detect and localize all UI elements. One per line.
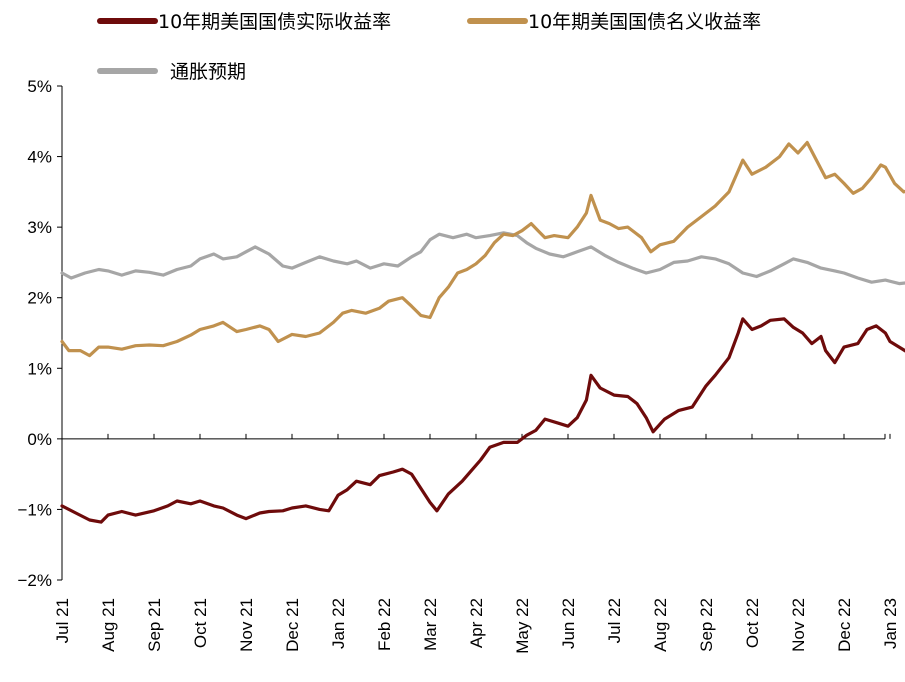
legend-label-1: 10年期美国国债实际收益率 (158, 11, 391, 33)
y-tick-label: −1% (18, 500, 53, 519)
y-axis: −2% −1% 0% 1% 2% 3% 4% 5% (18, 77, 62, 590)
y-tick-label: 2% (27, 289, 52, 308)
x-tick-label: Sep 21 (145, 598, 164, 652)
legend-label-3: 通胀预期 (170, 61, 246, 83)
y-tick-label: 4% (27, 148, 52, 167)
axes (61, 86, 885, 580)
y-tick-label: −2% (18, 571, 53, 590)
x-tick-label: Nov 22 (789, 598, 808, 652)
x-tick-label: Jan 23 (881, 598, 900, 649)
x-tick-label: Jul 22 (605, 598, 624, 643)
series-group (60, 140, 905, 524)
x-tick-label: Dec 22 (835, 598, 854, 652)
y-tick-label: 5% (27, 77, 52, 96)
series-line-2 (60, 140, 905, 358)
x-tick-label: Aug 22 (651, 598, 670, 652)
x-tick-label: Mar 22 (421, 598, 440, 651)
x-tick-label: Apr 22 (467, 598, 486, 648)
x-tick-label: Nov 21 (237, 598, 256, 652)
x-tick-label: Feb 22 (375, 598, 394, 651)
x-tick-label: Dec 21 (283, 598, 302, 652)
legend-label-2: 10年期美国国债名义收益率 (528, 11, 761, 33)
x-tick-label: Oct 21 (191, 598, 210, 648)
x-tick-label: Jun 22 (559, 598, 578, 649)
x-tick-label: Jan 22 (329, 598, 348, 649)
series-line-3 (60, 231, 905, 286)
x-tick-label: Oct 22 (743, 598, 762, 648)
x-axis: Jul 21 Aug 21 Sep 21 Oct 21 Nov 21 Dec 21 Jan … (53, 433, 900, 654)
y-tick-label: 1% (27, 359, 52, 378)
y-tick-label: 3% (27, 218, 52, 237)
x-tick-label: Sep 22 (697, 598, 716, 652)
y-tick-label: 0% (27, 430, 52, 449)
x-tick-label: May 22 (513, 598, 532, 654)
x-tick-label: Aug 21 (99, 598, 118, 652)
series-line-1 (60, 317, 905, 524)
x-tick-label: Jul 21 (53, 598, 72, 643)
